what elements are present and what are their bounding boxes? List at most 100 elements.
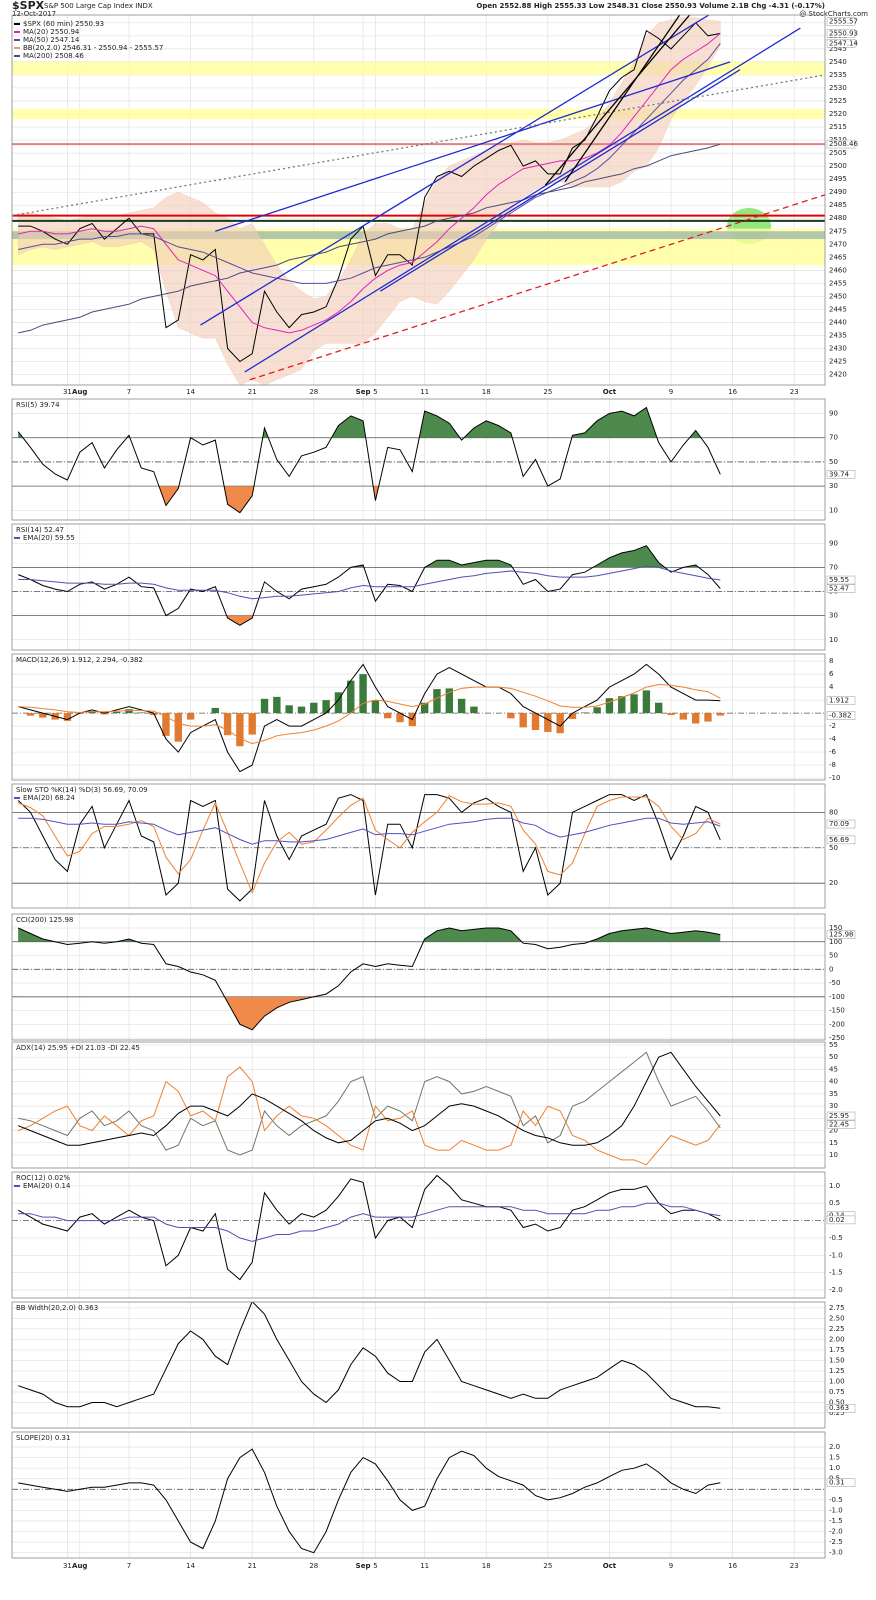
y-tick-label: 1.5 bbox=[829, 1454, 840, 1462]
y-tick-label: 0 bbox=[829, 965, 833, 973]
histogram-bar bbox=[642, 690, 651, 714]
histogram-bar bbox=[186, 713, 195, 720]
x-tick-label: 18 bbox=[482, 1562, 491, 1570]
index-name: S&P 500 Large Cap Index INDX bbox=[44, 2, 153, 10]
histogram-bar bbox=[384, 713, 392, 719]
x-tick-label: Aug bbox=[72, 388, 87, 396]
trend-line bbox=[244, 27, 801, 373]
series-line bbox=[18, 42, 721, 284]
x-tick-label: Oct bbox=[603, 1562, 617, 1570]
fill-area bbox=[18, 996, 721, 1030]
y-tick-label: 20 bbox=[829, 879, 838, 887]
x-tick-label: 31 bbox=[63, 1562, 72, 1570]
y-tick-label: 45 bbox=[829, 1065, 838, 1073]
panel-plot bbox=[12, 1172, 825, 1298]
y-tick-label: 2.50 bbox=[829, 1314, 845, 1322]
panel-title: BB Width(20,2.0) 0.363 bbox=[16, 1304, 98, 1312]
value-tag-box bbox=[826, 139, 856, 149]
y-tick-label: 50 bbox=[829, 1053, 838, 1061]
series-line bbox=[18, 663, 721, 773]
y-tick-label: 10 bbox=[829, 1151, 838, 1159]
fill-area bbox=[350, 545, 699, 568]
trend-line bbox=[379, 69, 741, 292]
y-tick-label: 2540 bbox=[829, 58, 847, 66]
histogram-bar bbox=[556, 713, 564, 734]
value-tag: 25.95 bbox=[829, 1112, 849, 1120]
value-tag-box bbox=[826, 1215, 856, 1225]
fill-area bbox=[18, 928, 721, 942]
histogram-bar bbox=[716, 713, 724, 716]
panel-frame bbox=[11, 653, 826, 781]
y-tick-label: 10 bbox=[829, 636, 838, 644]
y-tick-label: -1.0 bbox=[829, 1506, 843, 1514]
x-tick-label: 9 bbox=[669, 1562, 673, 1570]
panel-title: RSI(5) 39.74 bbox=[16, 401, 60, 409]
y-tick-label: 2440 bbox=[829, 318, 847, 326]
panel-plot bbox=[12, 1432, 825, 1558]
histogram-bar bbox=[445, 688, 453, 714]
legend-label: MA(20) 2550.94 bbox=[23, 28, 80, 36]
histogram-bar bbox=[433, 689, 441, 714]
x-tick-label: 16 bbox=[728, 1562, 737, 1570]
y-tick-label: 2455 bbox=[829, 279, 847, 287]
value-tag: 0.31 bbox=[829, 1479, 845, 1487]
series-line bbox=[18, 683, 721, 745]
panel-title: ROC(12) 0.02% bbox=[16, 1174, 70, 1182]
trend-line bbox=[564, 15, 681, 183]
value-tag-box bbox=[826, 1403, 856, 1413]
histogram-bar bbox=[334, 692, 343, 714]
value-tag: 59.55 bbox=[829, 576, 849, 584]
y-tick-label: 1.0 bbox=[829, 1464, 840, 1472]
series-line bbox=[18, 1202, 721, 1242]
trend-line bbox=[215, 61, 731, 232]
y-tick-label: 30 bbox=[829, 482, 838, 490]
panel-frame bbox=[11, 1041, 826, 1169]
panel-frame bbox=[11, 523, 826, 651]
panel-frame bbox=[11, 14, 826, 386]
y-tick-label: 0.25 bbox=[829, 1409, 845, 1417]
histogram-bar bbox=[618, 696, 626, 714]
y-tick-label: 150 bbox=[829, 924, 842, 932]
value-tag-box bbox=[826, 17, 856, 26]
x-tick-label: 28 bbox=[309, 1562, 318, 1570]
watermark: @ StockCharts.com bbox=[799, 10, 868, 18]
x-tick-label: 21 bbox=[248, 1562, 257, 1570]
y-tick-label: -3.0 bbox=[829, 1549, 843, 1557]
y-tick-label: 6 bbox=[829, 670, 834, 678]
value-tag: 0.02 bbox=[829, 1216, 845, 1224]
x-tick-label: 5 bbox=[373, 388, 377, 396]
value-tag-box bbox=[826, 1478, 856, 1487]
panel-plot bbox=[12, 1042, 825, 1168]
x-tick-label: 25 bbox=[543, 388, 552, 396]
value-tag: 2547.14 bbox=[829, 39, 858, 47]
y-tick-label: 0.75 bbox=[829, 1388, 845, 1396]
y-tick-label: 2505 bbox=[829, 149, 847, 157]
y-tick-label: 4 bbox=[829, 683, 834, 691]
y-tick-label: -8 bbox=[829, 761, 836, 769]
x-tick-label: 21 bbox=[248, 388, 257, 396]
fill-area bbox=[18, 407, 721, 438]
y-tick-label: 50 bbox=[829, 844, 838, 852]
panel-title: Slow STO %K(14) %D(3) 56.69, 70.09 bbox=[16, 786, 148, 794]
value-tag-box bbox=[826, 819, 856, 829]
y-tick-label: -100 bbox=[829, 993, 845, 1001]
panel-plot bbox=[12, 654, 825, 780]
y-tick-label: -2.5 bbox=[829, 1538, 843, 1546]
value-tag: 2508.46 bbox=[829, 140, 858, 148]
y-tick-label: 2465 bbox=[829, 253, 847, 261]
x-tick-label: 7 bbox=[127, 1562, 131, 1570]
y-tick-label: 0.50 bbox=[829, 1398, 845, 1406]
series-line bbox=[18, 143, 721, 334]
y-tick-label: 2425 bbox=[829, 358, 847, 366]
y-tick-label: -2 bbox=[829, 722, 836, 730]
histogram-bar bbox=[273, 696, 281, 714]
x-tick-label: 23 bbox=[790, 1562, 799, 1570]
y-tick-label: -2.0 bbox=[829, 1286, 843, 1294]
value-tag: 22.45 bbox=[829, 1121, 849, 1129]
histogram-bar bbox=[420, 702, 429, 714]
legend-label: $SPX (60 min) 2550.93 bbox=[23, 20, 104, 28]
series-line bbox=[18, 1448, 721, 1554]
bollinger-band bbox=[17, 17, 721, 385]
series-line bbox=[18, 817, 721, 845]
